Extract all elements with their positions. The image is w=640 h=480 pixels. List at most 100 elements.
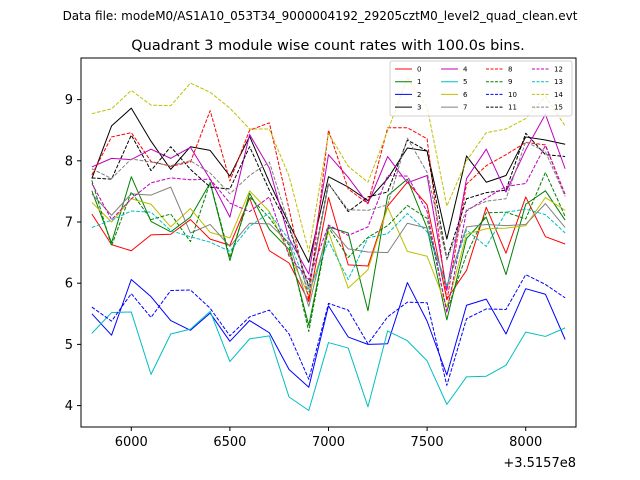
data-point-14-2	[131, 90, 132, 91]
data-point-9-1	[111, 245, 112, 246]
data-point-6-22	[525, 225, 526, 226]
data-point-10-6	[210, 308, 211, 309]
data-point-14-3	[150, 105, 151, 106]
series-line-11	[91, 132, 566, 287]
data-point-9-20	[486, 212, 487, 213]
data-point-14-4	[170, 105, 171, 106]
data-point-11-4	[170, 146, 171, 147]
series-8	[91, 110, 566, 302]
data-point-2-2	[131, 279, 132, 280]
data-point-5-17	[427, 360, 428, 361]
data-point-6-9	[269, 211, 270, 212]
data-point-4-19	[466, 178, 467, 179]
data-point-8-7	[229, 180, 230, 181]
legend-entry-0: 0	[395, 66, 421, 74]
data-point-6-13	[348, 287, 349, 288]
data-point-2-17	[427, 321, 428, 322]
legend-label: 11	[508, 104, 517, 112]
data-point-6-4	[170, 226, 171, 227]
data-point-5-24	[565, 327, 566, 328]
data-point-13-2	[131, 210, 132, 211]
data-point-10-10	[288, 333, 289, 334]
data-point-6-6	[210, 232, 211, 233]
data-point-1-13	[348, 232, 349, 233]
data-point-7-19	[466, 226, 467, 227]
data-point-3-20	[486, 182, 487, 183]
data-point-6-15	[387, 207, 388, 208]
data-point-2-22	[525, 288, 526, 289]
data-point-5-16	[407, 340, 408, 341]
data-point-5-21	[505, 365, 506, 366]
data-point-15-6	[210, 172, 211, 173]
data-point-7-3	[150, 194, 151, 195]
data-point-14-12	[328, 133, 329, 134]
data-point-13-15	[387, 233, 388, 234]
data-point-2-5	[190, 330, 191, 331]
legend-entry-10: 10	[486, 91, 517, 99]
data-point-9-8	[249, 196, 250, 197]
legend-entry-9: 9	[486, 78, 512, 86]
data-point-0-23	[545, 236, 546, 237]
data-point-7-0	[91, 193, 92, 194]
data-point-9-10	[288, 245, 289, 246]
data-point-9-24	[565, 216, 566, 217]
data-point-13-23	[545, 214, 546, 215]
data-point-0-0	[91, 213, 92, 214]
data-point-12-23	[545, 145, 546, 146]
data-point-13-11	[308, 291, 309, 292]
data-point-13-18	[446, 286, 447, 287]
data-point-5-5	[190, 328, 191, 329]
data-point-8-10	[288, 209, 289, 210]
data-point-4-3	[150, 149, 151, 150]
y-tick-label: 9	[65, 93, 73, 108]
data-point-9-23	[545, 172, 546, 173]
legend-entry-3: 3	[395, 104, 421, 112]
legend-entry-8: 8	[486, 66, 512, 74]
data-point-15-0	[91, 168, 92, 169]
data-point-13-17	[427, 231, 428, 232]
data-point-2-19	[466, 305, 467, 306]
data-point-2-24	[565, 339, 566, 340]
data-point-7-7	[229, 246, 230, 247]
data-point-1-19	[466, 238, 467, 239]
data-point-8-14	[367, 203, 368, 204]
data-point-6-23	[545, 197, 546, 198]
data-point-11-3	[150, 170, 151, 171]
series-0	[91, 181, 566, 303]
data-point-7-9	[269, 223, 270, 224]
data-point-11-17	[427, 150, 428, 151]
y-tick-label: 8	[65, 154, 73, 169]
data-point-1-20	[486, 217, 487, 218]
data-point-8-9	[269, 122, 270, 123]
data-point-13-7	[229, 251, 230, 252]
data-point-15-10	[288, 224, 289, 225]
y-tick-label: 5	[65, 338, 73, 353]
data-point-4-11	[308, 273, 309, 274]
data-point-5-13	[348, 347, 349, 348]
data-point-8-1	[111, 136, 112, 137]
data-point-5-19	[466, 376, 467, 377]
data-point-1-11	[308, 325, 309, 326]
series-2	[91, 279, 566, 388]
data-point-2-0	[91, 313, 92, 314]
data-point-6-24	[565, 210, 566, 211]
data-point-12-16	[407, 176, 408, 177]
data-point-10-16	[407, 302, 408, 303]
data-point-9-22	[525, 218, 526, 219]
data-point-0-20	[486, 207, 487, 208]
data-point-12-15	[387, 175, 388, 176]
legend-entry-12: 12	[532, 66, 563, 74]
legend-box	[389, 60, 573, 117]
data-point-13-0	[91, 227, 92, 228]
data-point-8-0	[91, 174, 92, 175]
data-point-7-23	[545, 203, 546, 204]
data-point-8-12	[328, 130, 329, 131]
data-point-11-8	[249, 146, 250, 147]
data-point-8-11	[308, 299, 309, 300]
data-point-10-23	[545, 284, 546, 285]
data-point-9-11	[308, 331, 309, 332]
data-point-14-9	[269, 128, 270, 129]
data-point-7-10	[288, 242, 289, 243]
data-point-4-9	[269, 168, 270, 169]
data-point-3-6	[210, 150, 211, 151]
